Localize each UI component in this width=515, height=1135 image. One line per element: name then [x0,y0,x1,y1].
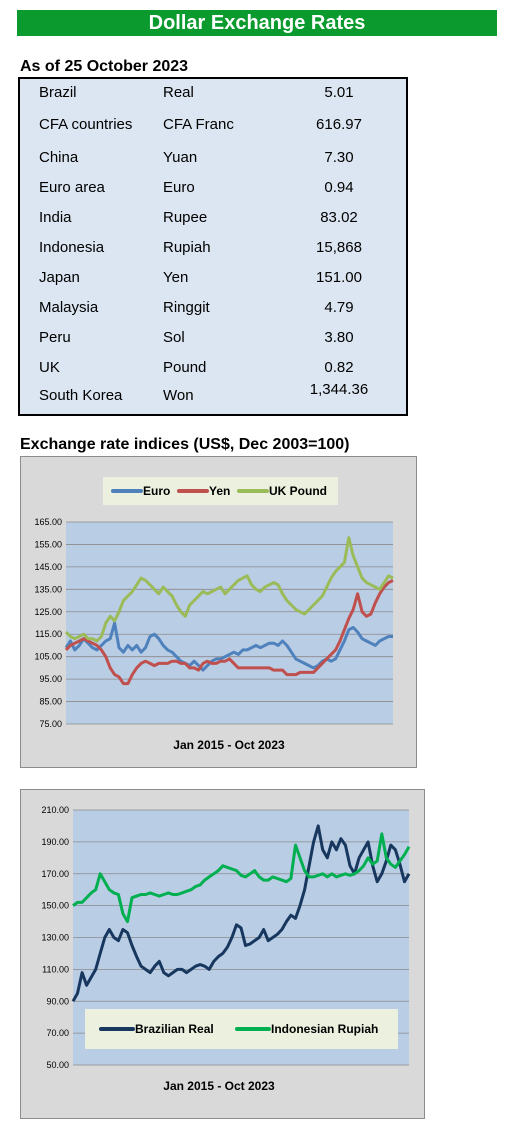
legend-label: Euro [143,484,170,498]
currency-cell: Pound [163,359,207,376]
rates-heading: As of 25 October 2023 [20,58,189,75]
country-cell: South Korea [39,387,123,404]
currency-cell: Yen [163,269,189,286]
rate-row: Brazil Real 5.01 [20,84,406,106]
rate-row: Peru Sol 3.80 [20,329,406,351]
country-cell: Indonesia [39,239,105,256]
y-tick-label: 145.00 [34,562,62,572]
y-tick-label: 210.00 [41,805,69,815]
y-tick-label: 50.00 [46,1060,69,1070]
y-tick-label: 165.00 [34,517,62,527]
y-tick-label: 135.00 [34,584,62,594]
y-tick-label: 115.00 [35,629,62,639]
rate-row: India Rupee 83.02 [20,209,406,231]
currency-cell: Won [163,387,194,404]
rate-value-cell: 83.02 [320,209,358,226]
country-cell: CFA countries [39,116,133,133]
rate-row: Euro area Euro 0.94 [20,179,406,201]
rate-value-cell: 5.01 [324,84,354,101]
country-cell: Japan [39,269,80,286]
rate-value-cell: 0.94 [324,179,354,196]
y-tick-label: 155.00 [34,539,62,549]
rate-value-cell: 151.00 [316,269,362,286]
y-tick-label: 125.00 [34,607,62,617]
series-line-brazilian-real [71,824,411,1003]
country-cell: Peru [39,329,71,346]
rate-row: UK Pound 0.82 [20,359,406,381]
currency-cell: Rupee [163,209,208,226]
rate-row: Japan Yen 151.00 [20,269,406,291]
y-tick-label: 75.00 [39,719,62,729]
legend-label: Yen [209,484,230,498]
major-currencies-chart-frame: 165.00 155.00 145.00 135.00 125.00 115.00 105.… [20,456,417,768]
indices-heading: Exchange rate indices (US$, Dec 2003=100… [20,436,350,453]
rate-value-cell: 4.79 [324,299,354,316]
country-cell: China [39,149,79,166]
major-currencies-index-chart: 165.00 155.00 145.00 135.00 125.00 115.00 105.… [34,477,394,752]
series-line-uk-pound [64,536,394,643]
plot-area [66,522,393,724]
y-tick-label: 150.00 [41,901,69,911]
currency-cell: Rupiah [163,239,211,256]
rate-row: Malaysia Ringgit 4.79 [20,299,406,321]
legend-label: Indonesian Rupiah [271,1022,378,1036]
x-axis-label: Jan 2015 - Oct 2023 [163,1079,275,1093]
currency-cell: Sol [163,329,185,346]
rate-value-cell: 3.80 [324,329,354,346]
rate-row: CFA countries CFA Franc 616.97 [20,116,406,138]
rate-row: South Korea Won 1,344.36 [20,381,406,409]
y-tick-label: 95.00 [39,674,62,684]
country-cell: Brazil [39,84,77,101]
y-tick-label: 130.00 [41,933,69,943]
rate-value-cell: 15,868 [316,239,362,256]
emerging-currencies-chart-frame: 210.00 190.00 170.00 150.00 130.00 110.00 90.0… [20,789,425,1119]
currency-cell: Real [163,84,194,101]
currency-cell: CFA Franc [163,116,234,133]
currency-cell: Ringgit [163,299,210,316]
country-cell: India [39,209,72,226]
exchange-rates-table: Brazil Real 5.01 CFA countries CFA Franc 616.… [18,77,408,416]
rate-row: China Yuan 7.30 [20,149,406,171]
emerging-currencies-index-chart: 210.00 190.00 170.00 150.00 130.00 110.00 90.0… [41,805,411,1093]
legend-label: UK Pound [269,484,327,498]
currency-cell: Yuan [163,149,198,166]
country-cell: Malaysia [39,299,99,316]
legend-label: Brazilian Real [135,1022,214,1036]
series-line-yen [64,579,394,686]
y-tick-label: 110.00 [42,964,69,974]
rate-value-cell: 616.97 [316,116,362,133]
y-tick-label: 105.00 [34,652,62,662]
y-tick-label: 190.00 [41,837,69,847]
x-axis-label: Jan 2015 - Oct 2023 [173,738,285,752]
page-title: Dollar Exchange Rates [17,10,497,36]
currency-cell: Euro [163,179,195,196]
country-cell: UK [39,359,60,376]
rate-row: Indonesia Rupiah 15,868 [20,239,406,261]
y-tick-label: 170.00 [41,869,69,879]
y-tick-label: 85.00 [39,697,62,707]
rate-value-cell: 1,344.36 [309,381,369,398]
series-line-euro [64,621,393,672]
series-line-indonesian-rupiah [72,832,411,924]
country-cell: Euro area [39,179,105,196]
y-tick-label: 90.00 [46,996,69,1006]
rate-value-cell: 7.30 [324,149,354,166]
rate-value-cell: 0.82 [324,359,354,376]
y-tick-label: 70.00 [46,1028,69,1038]
